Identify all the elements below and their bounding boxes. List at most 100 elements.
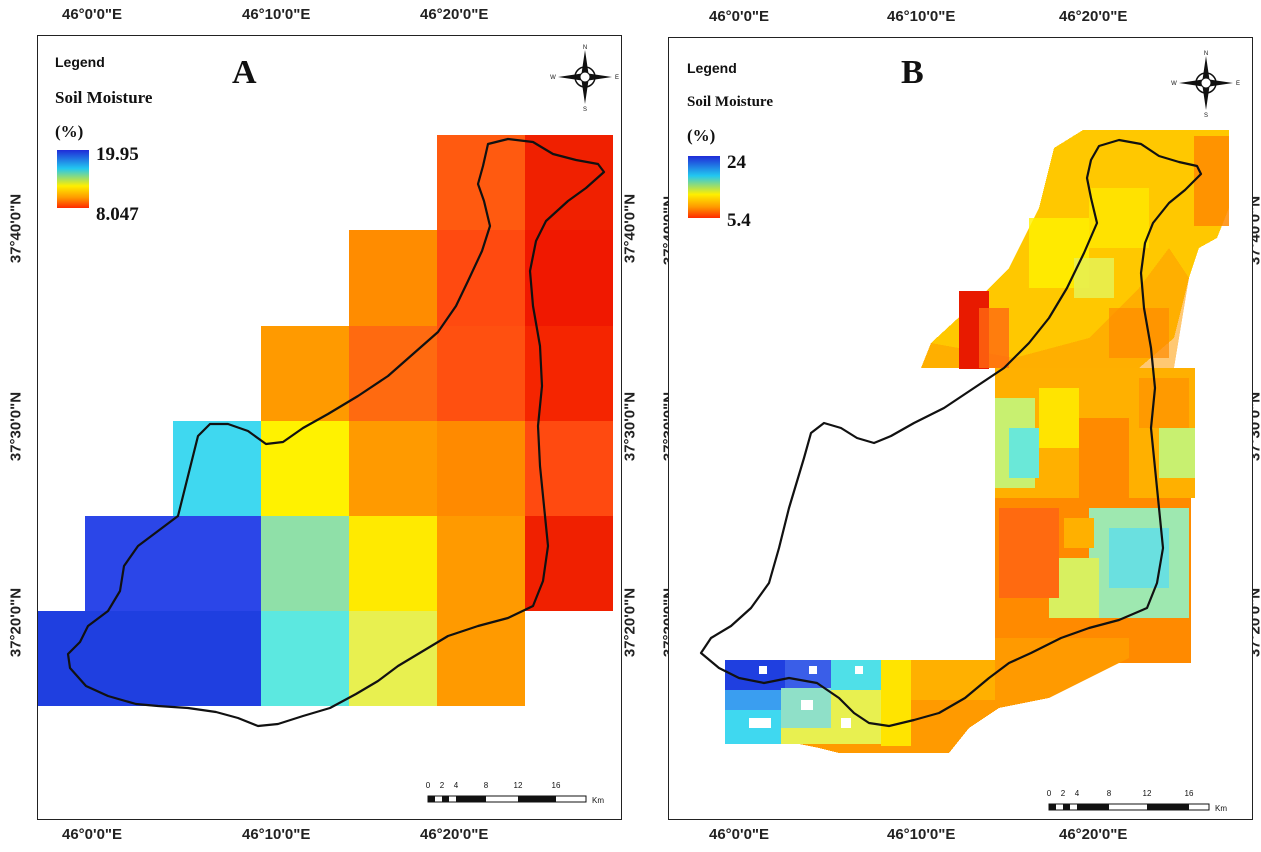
raster-cell xyxy=(1159,428,1195,478)
map-a-canvas xyxy=(38,135,613,728)
raster-cell xyxy=(1089,188,1149,248)
svg-text:N: N xyxy=(1204,51,1208,57)
raster-cell xyxy=(173,421,261,516)
legend-min-value: 8.047 xyxy=(96,204,139,225)
raster-cells-b xyxy=(725,130,1229,753)
svg-text:16: 16 xyxy=(552,781,561,790)
legend-title: Legend xyxy=(687,60,737,76)
raster-cell xyxy=(759,666,767,674)
raster-cell xyxy=(1079,418,1129,498)
svg-text:8: 8 xyxy=(1107,789,1112,798)
left-lat-label: 37°20'0"N xyxy=(7,587,25,658)
raster-cell xyxy=(261,516,349,611)
raster-cells-a xyxy=(38,135,613,706)
svg-text:0: 0 xyxy=(426,781,431,790)
raster-cell xyxy=(801,700,813,710)
bottom-lon-label: 46°20'0"E xyxy=(420,826,489,843)
legend-unit: (%) xyxy=(687,126,716,145)
raster-cell xyxy=(1109,528,1169,588)
raster-cell xyxy=(525,516,613,611)
raster-cell xyxy=(881,660,911,746)
raster-cell xyxy=(831,660,881,690)
raster-cell xyxy=(841,718,851,728)
raster-cell xyxy=(126,611,173,706)
svg-text:8: 8 xyxy=(484,781,489,790)
raster-cell xyxy=(725,690,785,710)
raster-cell xyxy=(349,611,437,706)
left-lat-label: 37°40'0"N xyxy=(7,193,25,264)
svg-text:W: W xyxy=(550,75,556,81)
raster-cell xyxy=(809,666,817,674)
svg-text:2: 2 xyxy=(440,781,445,790)
raster-cell xyxy=(1074,258,1114,298)
raster-cell xyxy=(781,728,831,744)
raster-cell xyxy=(437,421,525,516)
raster-cell xyxy=(437,516,525,611)
raster-cell xyxy=(525,135,613,231)
scale-bar: 0 2 4 8 12 16 Km xyxy=(1047,789,1228,813)
raster-cell xyxy=(999,508,1059,598)
panel-letter: A xyxy=(232,54,257,91)
raster-cell xyxy=(437,611,525,706)
svg-text:S: S xyxy=(1204,113,1208,118)
raster-cell xyxy=(1139,378,1189,428)
raster-cell xyxy=(349,516,437,611)
legend-color-ramp xyxy=(57,150,89,208)
raster-cell xyxy=(1064,518,1094,548)
svg-text:S: S xyxy=(583,107,587,112)
svg-text:Km: Km xyxy=(1215,804,1227,813)
raster-cell xyxy=(1109,308,1169,358)
raster-cell xyxy=(749,718,771,728)
svg-text:W: W xyxy=(1171,81,1177,87)
svg-text:Km: Km xyxy=(592,796,604,805)
bottom-lon-label: 46°0'0"E xyxy=(62,826,123,843)
legend-variable: Soil Moisture xyxy=(687,94,773,110)
svg-text:4: 4 xyxy=(454,781,459,790)
raster-cell xyxy=(979,308,1009,368)
svg-text:12: 12 xyxy=(514,781,523,790)
svg-text:E: E xyxy=(1236,81,1240,87)
panel-b: 46°0'0"E 46°10'0"E 46°20'0"E 46°0'0"E 46… xyxy=(631,0,1261,852)
raster-cell xyxy=(437,230,525,326)
bottom-lon-label: 46°0'0"E xyxy=(709,826,770,843)
raster-cell xyxy=(785,660,831,690)
raster-cell xyxy=(437,326,525,421)
svg-text:4: 4 xyxy=(1075,789,1080,798)
legend-unit: (%) xyxy=(55,122,84,141)
bottom-lon-label: 46°10'0"E xyxy=(242,826,311,843)
map-frame xyxy=(37,35,622,820)
bottom-lon-label: 46°10'0"E xyxy=(887,826,956,843)
raster-cell xyxy=(261,611,349,706)
legend-max-value: 19.95 xyxy=(96,144,139,165)
raster-cell xyxy=(1194,136,1229,226)
top-lon-label: 46°0'0"E xyxy=(709,8,770,25)
raster-cell xyxy=(437,135,525,231)
raster-cell xyxy=(1039,388,1079,448)
legend-title: Legend xyxy=(55,54,105,70)
svg-text:0: 0 xyxy=(1047,789,1052,798)
left-lat-label: 37°30'0"N xyxy=(7,391,25,462)
north-arrow-icon: N S E W xyxy=(1171,51,1240,118)
map-b-canvas xyxy=(699,130,1229,753)
svg-text:16: 16 xyxy=(1185,789,1194,798)
raster-cell xyxy=(349,326,437,421)
top-lon-label: 46°20'0"E xyxy=(1059,8,1128,25)
raster-cell xyxy=(911,660,995,700)
legend-variable: Soil Moisture xyxy=(55,88,153,107)
panel-letter: B xyxy=(901,54,924,91)
north-arrow-icon: N S E W xyxy=(550,45,619,112)
scale-bar: 0 2 4 8 12 16 Km xyxy=(426,781,605,805)
bottom-lon-label: 46°20'0"E xyxy=(1059,826,1128,843)
top-lon-label: 46°20'0"E xyxy=(420,6,489,23)
raster-cell xyxy=(261,421,349,516)
raster-cell xyxy=(173,516,261,611)
watershed-boundary xyxy=(699,138,1203,728)
raster-cell xyxy=(855,666,863,674)
raster-cell xyxy=(525,230,613,326)
raster-cell xyxy=(1009,428,1039,478)
raster-cell xyxy=(38,611,126,706)
map-frame xyxy=(668,37,1253,820)
legend-max-value: 24 xyxy=(727,152,746,173)
top-lon-label: 46°10'0"E xyxy=(887,8,956,25)
raster-cell xyxy=(173,611,261,706)
